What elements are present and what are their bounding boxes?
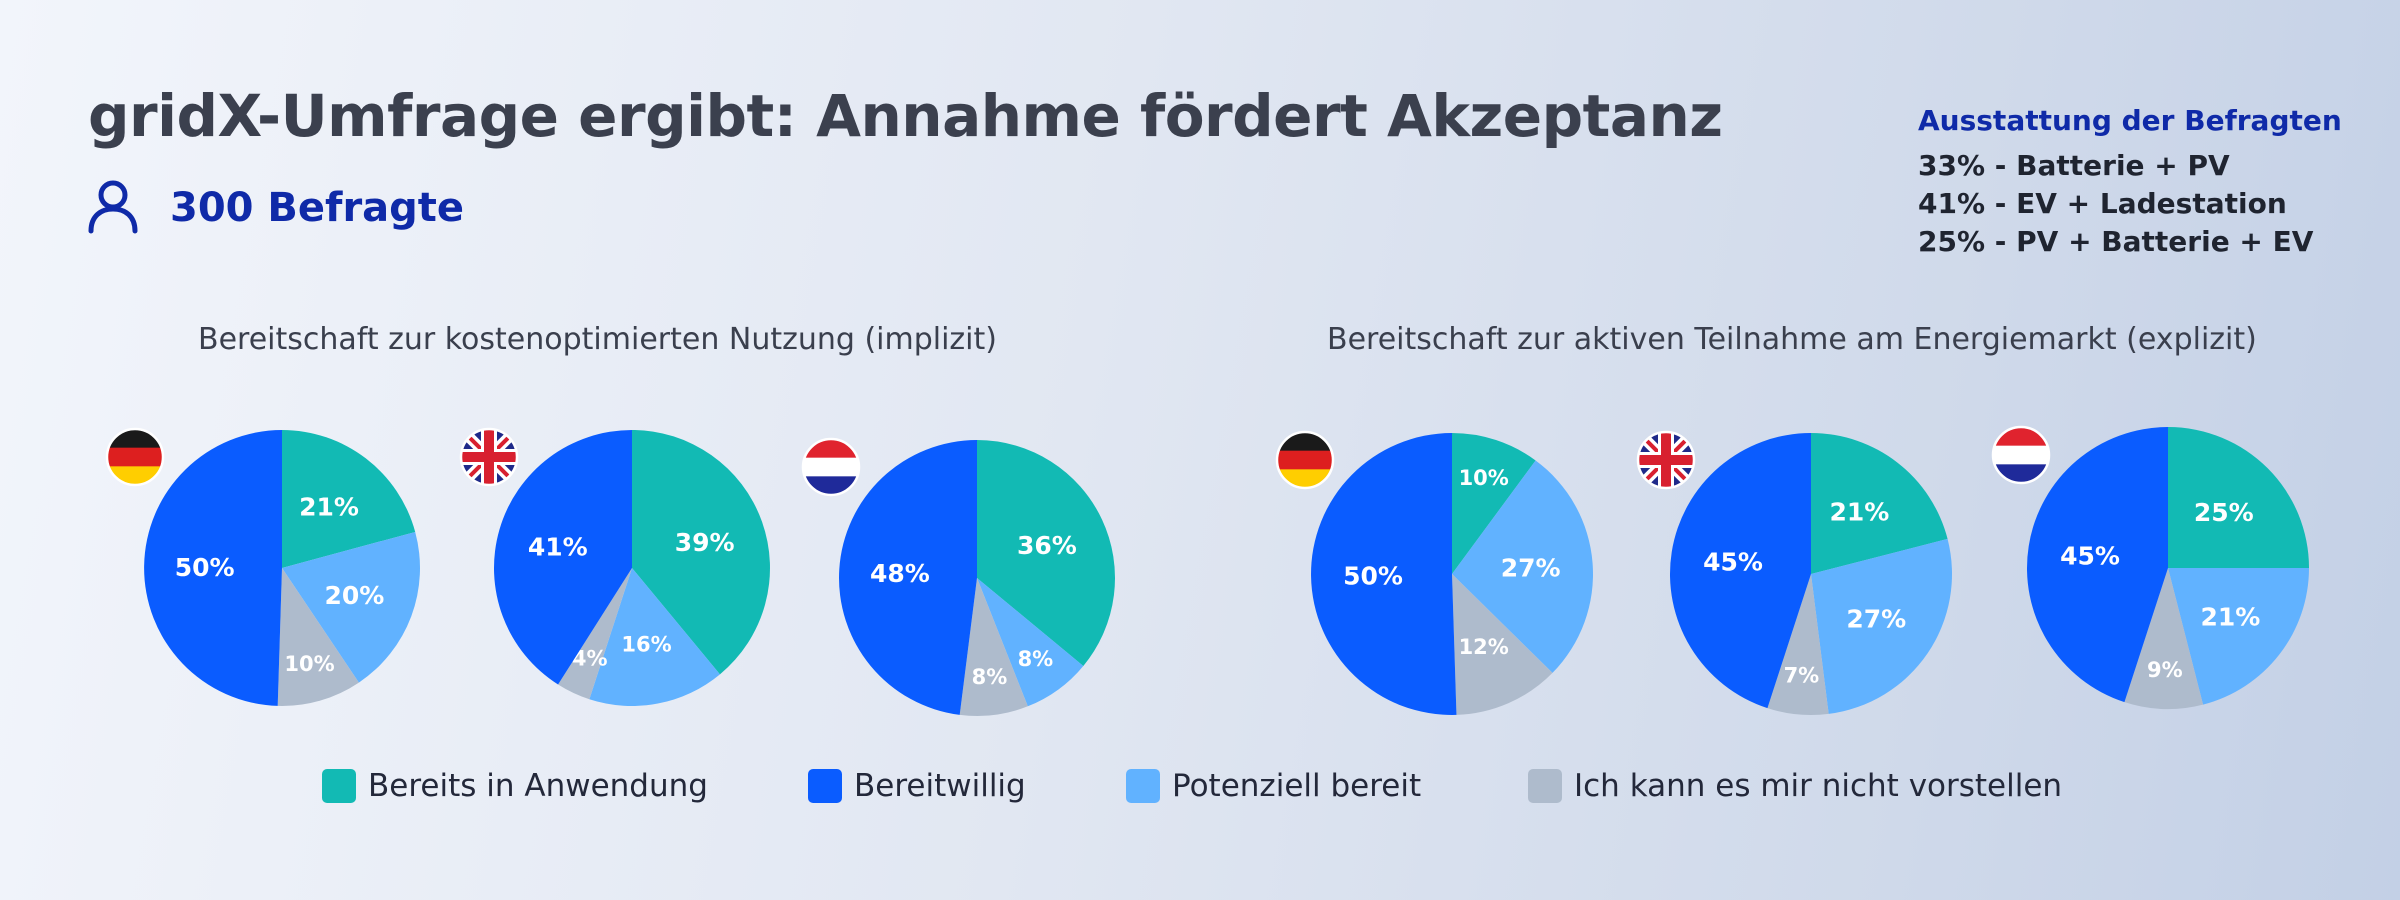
pie-label-bereitwillig: 45% xyxy=(2060,542,2120,571)
pie-slice-bereits xyxy=(1811,433,1948,574)
section-title-explicit: Bereitschaft zur aktiven Teilnahme am En… xyxy=(1327,322,2257,357)
pie-chart: 25% 21% 9% 45% xyxy=(2026,427,2309,710)
pie-slice-bereits xyxy=(282,430,416,568)
pie-label-potenziell: 8% xyxy=(1018,647,1054,671)
legend-swatch xyxy=(1126,769,1160,803)
netherlands-flag-icon xyxy=(1991,425,2051,485)
pie-label-nicht: 10% xyxy=(284,652,334,676)
equipment-box: Ausstattung der Befragten 33% - Batterie… xyxy=(1918,104,2342,261)
pie-label-bereits: 25% xyxy=(2194,498,2254,527)
equipment-heading: Ausstattung der Befragten xyxy=(1918,104,2342,137)
equipment-line: 41% - EV + Ladestation xyxy=(1918,187,2287,220)
pie-label-bereits: 39% xyxy=(675,528,735,557)
section-title-implicit: Bereitschaft zur kostenoptimierten Nutzu… xyxy=(198,322,997,357)
pie-slice-potenziell xyxy=(589,568,720,707)
flag-ring xyxy=(1636,430,1696,490)
pie-label-bereits: 10% xyxy=(1459,466,1509,490)
pie-label-bereits: 21% xyxy=(1829,498,1889,527)
legend-label: Ich kann es mir nicht vorstellen xyxy=(1574,768,2063,804)
pie-slice-bereitwillig xyxy=(1311,433,1457,715)
pie-label-bereits: 21% xyxy=(299,493,359,522)
pie-label-nicht: 9% xyxy=(2147,658,2183,682)
flag-stripe xyxy=(1277,450,1333,470)
germany-flag-icon xyxy=(105,427,165,487)
flag-cross-red xyxy=(1638,455,1694,465)
legend-item-nicht: Ich kann es mir nicht vorstellen xyxy=(1528,768,2062,804)
pie-chart: 21% 27% 7% 45% xyxy=(1669,433,1953,716)
pie-label-potenziell: 27% xyxy=(1501,554,1561,583)
pie-label-nicht: 8% xyxy=(972,665,1008,689)
flag-body xyxy=(1638,432,1694,488)
legend: Bereits in Anwendung Bereitwillig Potenz… xyxy=(0,768,2400,818)
flag-stripe xyxy=(107,447,163,467)
legend-item-bereits: Bereits in Anwendung xyxy=(322,768,708,804)
pie-slice-bereitwillig xyxy=(1669,433,1811,709)
respondents-label: 300 Befragte xyxy=(170,185,465,231)
pie-label-bereitwillig: 45% xyxy=(1703,548,1763,577)
pie-chart: 39%16%4%41% xyxy=(493,430,770,707)
equipment-line: 33% - Batterie + PV xyxy=(1918,149,2230,182)
legend-swatch xyxy=(1528,769,1562,803)
pie-slice-bereitwillig xyxy=(2026,427,2168,703)
pie-label-potenziell: 16% xyxy=(621,633,671,657)
pie-label-bereits: 36% xyxy=(1017,531,1077,560)
legend-item-bereitwillig: Bereitwillig xyxy=(808,768,1026,804)
pie-slice-bereitwillig xyxy=(839,440,977,715)
flag-stripe xyxy=(1993,445,2049,465)
pie-label-potenziell: 20% xyxy=(324,581,384,610)
respondents-count: 300 Befragte xyxy=(86,178,464,238)
legend-label: Bereitwillig xyxy=(854,768,1026,804)
pie-chart: 10% 27% 12% 50% xyxy=(1311,433,1593,715)
pie-slice-potenziell xyxy=(282,531,420,683)
pie-slice-potenziell xyxy=(977,578,1084,707)
pie-chart: 21% 20% 10% 50% xyxy=(144,430,420,706)
pie-label-bereitwillig: 50% xyxy=(1343,561,1403,590)
pie-slice-bereits xyxy=(2168,427,2309,568)
pie-label-potenziell: 27% xyxy=(1846,604,1906,633)
pie-slice-potenziell xyxy=(2168,568,2309,705)
flag-cross-red xyxy=(461,452,517,462)
legend-label: Bereits in Anwendung xyxy=(368,768,708,804)
flag-ring xyxy=(105,427,165,487)
pie-label-bereitwillig: 41% xyxy=(528,532,588,561)
uk-flag-icon xyxy=(459,427,519,487)
legend-item-potenziell: Potenziell bereit xyxy=(1126,768,1421,804)
pie-slice-nicht xyxy=(1767,574,1829,716)
germany-flag-icon xyxy=(1275,430,1335,490)
page-title: gridX-Umfrage ergibt: Annahme fördert Ak… xyxy=(88,82,1723,150)
flag-ring xyxy=(801,437,861,497)
pie-slice-nicht xyxy=(959,578,1028,716)
pie-slice-bereitwillig xyxy=(144,430,282,706)
flag-ring xyxy=(459,427,519,487)
pie-slice-potenziell xyxy=(1811,538,1953,714)
pie-label-bereitwillig: 50% xyxy=(175,553,235,582)
pie-slice-nicht xyxy=(2124,568,2204,710)
legend-swatch xyxy=(808,769,842,803)
pie-label-nicht: 7% xyxy=(1784,664,1820,688)
pie-slice-nicht xyxy=(558,568,632,700)
flag-body xyxy=(461,429,517,485)
pie-slice-bereits xyxy=(977,440,1115,666)
legend-swatch xyxy=(322,769,356,803)
pie-slice-bereits xyxy=(1452,433,1536,574)
person-icon xyxy=(86,178,140,238)
pie-chart: 36% 8% 8% 48% xyxy=(839,440,1115,716)
netherlands-flag-icon xyxy=(801,437,861,497)
flag-ring xyxy=(1991,425,2051,485)
flag-ring xyxy=(1275,430,1335,490)
pie-slice-potenziell xyxy=(1452,460,1593,673)
pie-label-nicht: 12% xyxy=(1459,635,1509,659)
pie-slice-nicht xyxy=(277,568,359,706)
uk-flag-icon xyxy=(1636,430,1696,490)
pie-slice-bereitwillig xyxy=(493,430,632,685)
flag-stripe xyxy=(803,457,859,477)
pie-slice-bereits xyxy=(632,430,770,675)
equipment-line: 25% - PV + Batterie + EV xyxy=(1918,225,2314,258)
pie-slice-nicht xyxy=(1452,574,1553,715)
legend-label: Potenziell bereit xyxy=(1172,768,1422,804)
pie-label-bereitwillig: 48% xyxy=(870,559,930,588)
pie-label-potenziell: 21% xyxy=(2200,602,2260,631)
